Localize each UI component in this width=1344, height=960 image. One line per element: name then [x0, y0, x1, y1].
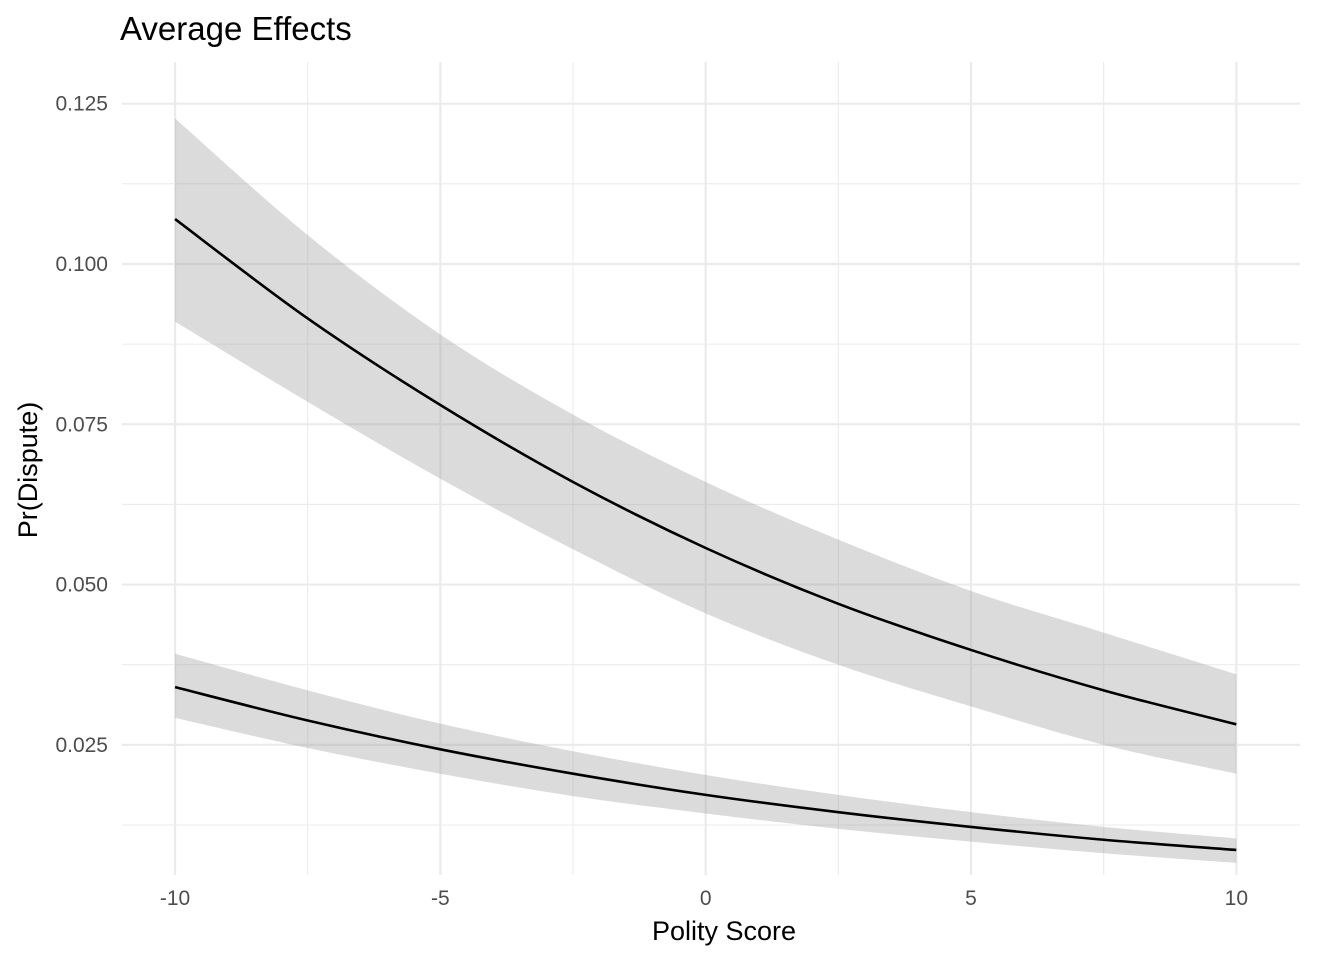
y-tick-label: 0.025 [55, 734, 108, 757]
x-tick-label: -5 [431, 887, 450, 910]
x-axis-title: Polity Score [652, 916, 796, 946]
y-tick-label: 0.125 [55, 93, 108, 116]
y-tick-label: 0.050 [55, 574, 108, 597]
y-tick-label: 0.075 [55, 413, 108, 436]
x-tick-label: 10 [1225, 887, 1248, 910]
x-tick-label: -10 [160, 887, 190, 910]
confidence-band-1 [175, 118, 1237, 774]
y-axis-title: Pr(Dispute) [13, 402, 43, 539]
series-lines [174, 218, 1237, 852]
minor-gridlines [122, 62, 1300, 875]
y-tick-label: 0.100 [55, 253, 108, 276]
chart-title: Average Effects [120, 10, 352, 47]
series-line-2 [174, 685, 1237, 852]
major-gridlines [122, 62, 1300, 875]
x-axis-tick-labels: -10 -5 0 5 10 [160, 887, 1248, 910]
y-axis-tick-labels: 0.025 0.050 0.075 0.100 0.125 [55, 93, 108, 757]
x-tick-label: 0 [700, 887, 712, 910]
x-tick-label: 5 [965, 887, 977, 910]
series-line-1 [174, 218, 1237, 726]
